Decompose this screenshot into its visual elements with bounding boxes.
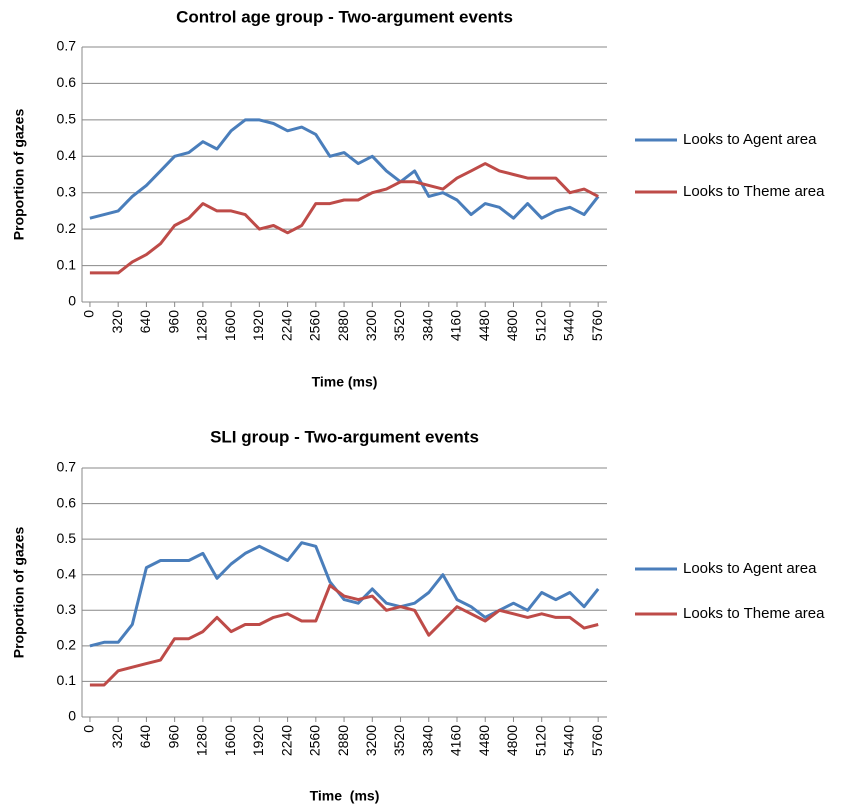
x-tick-label: 4160 [448,725,464,756]
x-tick-label: 1280 [194,725,210,756]
x-tick-label: 2880 [335,725,351,756]
y-tick-label: 0 [68,708,76,724]
x-tick-label: 5440 [561,725,577,756]
x-tick-label: 2240 [278,725,294,756]
x-tick-label: 4800 [504,310,520,341]
x-tick-label: 5120 [532,725,548,756]
x-tick-label: 960 [165,725,181,749]
legend-label: Looks to Theme area [683,605,825,622]
y-tick-label: 0.6 [57,494,77,510]
x-tick-label: 4480 [476,310,492,341]
x-tick-label: 1280 [194,310,210,341]
y-tick-label: 0.2 [57,637,77,653]
x-tick-label: 3520 [391,725,407,756]
legend-label: Looks to Agent area [683,131,817,148]
y-tick-label: 0.1 [57,256,77,272]
x-tick-label: 3200 [363,310,379,341]
series-line [89,583,599,687]
x-tick-label: 5760 [589,310,605,341]
x-axis-label: Time (ms) [312,374,378,390]
x-tick-label: 1920 [250,725,266,756]
x-tick-label: 0 [81,310,97,318]
y-tick-label: 0 [68,293,76,309]
chart-title: Control age group - Two-argument events [176,7,513,26]
x-tick-label: 320 [109,310,125,334]
x-tick-label: 2880 [335,310,351,341]
x-tick-label: 4480 [476,725,492,756]
y-tick-label: 0.5 [57,111,77,127]
x-tick-label: 2560 [307,310,323,341]
y-tick-label: 0.5 [57,530,77,546]
y-tick-label: 0.4 [57,565,77,581]
x-tick-label: 3840 [419,725,435,756]
x-tick-label: 5120 [532,310,548,341]
x-tick-label: 1920 [250,310,266,341]
series-line [89,162,599,275]
x-tick-label: 5760 [589,725,605,756]
legend-label: Looks to Agent area [683,560,817,577]
y-tick-label: 0.1 [57,672,77,688]
x-tick-label: 960 [165,310,181,334]
x-tick-label: 1600 [222,310,238,341]
x-tick-label: 4160 [448,310,464,341]
x-tick-label: 3520 [391,310,407,341]
y-tick-label: 0.6 [57,74,77,90]
x-tick-label: 3200 [363,725,379,756]
y-tick-label: 0.4 [57,147,77,163]
x-tick-label: 320 [109,725,125,749]
x-tick-label: 1600 [222,725,238,756]
y-axis-label: Proportion of gazes [11,527,27,659]
x-tick-label: 0 [81,725,97,733]
chart-title: SLI group - Two-argument events [210,427,479,446]
y-tick-label: 0.3 [57,601,77,617]
x-tick-label: 3840 [419,310,435,341]
x-tick-label: 2240 [278,310,294,341]
x-tick-label: 2560 [307,725,323,756]
series-line [89,541,600,648]
y-axis-label: Proportion of gazes [11,109,27,241]
x-tick-label: 5440 [561,310,577,341]
y-tick-label: 0.2 [57,220,77,236]
y-tick-label: 0.3 [57,183,77,199]
x-tick-label: 640 [137,310,153,334]
x-tick-label: 4800 [504,725,520,756]
series-line [89,118,600,220]
y-tick-label: 0.7 [57,459,77,475]
legend-label: Looks to Theme area [683,183,825,200]
x-tick-label: 640 [137,725,153,749]
x-axis-label: Time (ms) [310,788,380,804]
y-tick-label: 0.7 [57,38,77,54]
